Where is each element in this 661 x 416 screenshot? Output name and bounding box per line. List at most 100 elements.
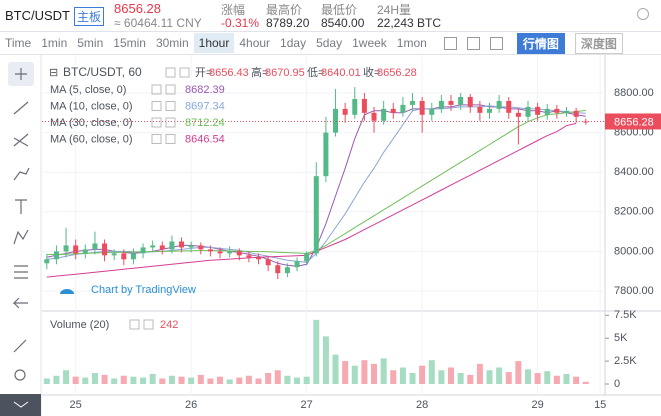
stat-value: 8540.00	[321, 16, 365, 30]
stat-label: 涨幅	[221, 3, 246, 17]
candle-body	[564, 110, 570, 113]
volume-bar	[265, 373, 272, 385]
ohlc-label: 开=	[195, 67, 212, 79]
price-tag	[605, 113, 661, 130]
candle-body	[44, 259, 50, 264]
x-tick-label: 28	[416, 399, 428, 411]
candle-body	[477, 106, 483, 113]
candle-body	[73, 245, 79, 254]
volume-bar	[236, 377, 243, 385]
volume-bar	[313, 319, 320, 385]
interval-button[interactable]: 5min	[77, 36, 104, 50]
interval-button[interactable]: 5day	[316, 36, 343, 50]
y-tick-label: 8200.00	[614, 206, 654, 218]
volume-bar	[294, 377, 301, 385]
brush-icon[interactable]	[13, 167, 30, 181]
volume-bar	[505, 372, 512, 385]
legend-control	[165, 84, 176, 95]
legend-control	[165, 101, 176, 111]
ruler-icon[interactable]	[13, 339, 27, 353]
view-button[interactable]: 行情图	[516, 32, 565, 54]
interval-button[interactable]: Time	[5, 36, 32, 50]
candle-body	[535, 106, 541, 115]
stat-label: 24H量	[377, 3, 412, 17]
legend-value: 8682.39	[185, 84, 225, 96]
trend-icon[interactable]	[13, 101, 29, 115]
volume-bar	[371, 363, 378, 385]
volume-bar	[544, 371, 551, 385]
pattern-icon[interactable]	[13, 229, 29, 245]
last-price: 8656.28	[114, 1, 161, 16]
collapse-button[interactable]	[0, 394, 41, 416]
volume-bar	[534, 373, 541, 385]
ohlc-value: 8670.95	[265, 67, 305, 79]
legend-control	[151, 117, 162, 128]
stat-label: 最低价	[321, 3, 358, 17]
fib-icon[interactable]	[13, 133, 29, 147]
text-icon[interactable]	[15, 199, 27, 214]
y-tick-label: 8600.00	[614, 127, 654, 139]
tool-icon[interactable]	[489, 36, 503, 50]
stat-value: 22,243 BTC	[377, 16, 442, 30]
legend-name: MA (10, close, 0)	[50, 100, 133, 112]
legend-value: 8697.34	[185, 100, 225, 112]
volume-bar	[351, 365, 358, 385]
x-tick-label: 26	[185, 399, 197, 411]
volume-title: Volume (20)	[50, 319, 109, 331]
volume-bar	[409, 373, 416, 385]
tool-icon[interactable]	[466, 36, 480, 50]
legend-control	[165, 117, 176, 128]
candle-body	[429, 108, 435, 115]
x-tick-label: 27	[301, 399, 313, 411]
volume-bar	[82, 377, 89, 385]
back-icon[interactable]	[12, 297, 28, 309]
view-button[interactable]: 深度图	[574, 32, 623, 54]
ohlc-value: 8656.28	[377, 67, 417, 79]
volume-bar	[217, 376, 224, 385]
x-tick-label: 15	[594, 399, 606, 411]
interval-button[interactable]: 15min	[113, 36, 146, 50]
cross-icon	[15, 68, 27, 80]
candle-body	[487, 108, 493, 113]
candle-body	[323, 132, 329, 177]
volume-bar	[419, 365, 426, 385]
volume-bar	[380, 358, 387, 385]
candle-body	[573, 110, 579, 117]
candle-body	[265, 259, 271, 266]
candle-body	[256, 257, 262, 260]
interval-button[interactable]: 1min	[41, 36, 68, 50]
candle-body	[458, 96, 464, 105]
volume-bar	[390, 370, 397, 385]
candle-body	[217, 251, 223, 254]
interval-button[interactable]: 30min	[155, 36, 189, 50]
interval-button[interactable]: 1week	[352, 36, 387, 50]
volume-bar	[467, 374, 474, 385]
grid	[42, 55, 605, 395]
tool-icon[interactable]	[443, 36, 457, 50]
theme-icon[interactable]	[637, 8, 649, 20]
measure-icon[interactable]	[14, 265, 28, 279]
interval-button[interactable]: 1hour	[193, 33, 235, 53]
candle-body	[496, 100, 502, 109]
interval-button[interactable]: 1day	[280, 36, 307, 50]
volume-bar	[496, 367, 503, 385]
interval-button[interactable]: 4hour	[239, 36, 271, 50]
y-tick-label: 8800.00	[614, 87, 654, 99]
ma-line	[46, 122, 577, 278]
volume-value: 242	[160, 319, 178, 331]
volume-bar	[226, 379, 233, 385]
ohlc-label: 高=	[251, 65, 268, 79]
interval-button[interactable]: 1mon	[396, 36, 427, 50]
volume-bar	[43, 378, 50, 385]
candle-body	[304, 253, 310, 262]
ohlc-value: 8640.01	[321, 67, 361, 79]
zoom-icon[interactable]	[14, 369, 26, 381]
candle-body	[102, 243, 108, 256]
candle-body	[410, 100, 416, 105]
candle-body	[554, 108, 560, 113]
candle-body	[188, 245, 194, 248]
volume-bar	[159, 378, 166, 385]
candle-body	[448, 100, 454, 105]
volume-bar	[178, 376, 185, 385]
candle-body	[82, 249, 88, 254]
